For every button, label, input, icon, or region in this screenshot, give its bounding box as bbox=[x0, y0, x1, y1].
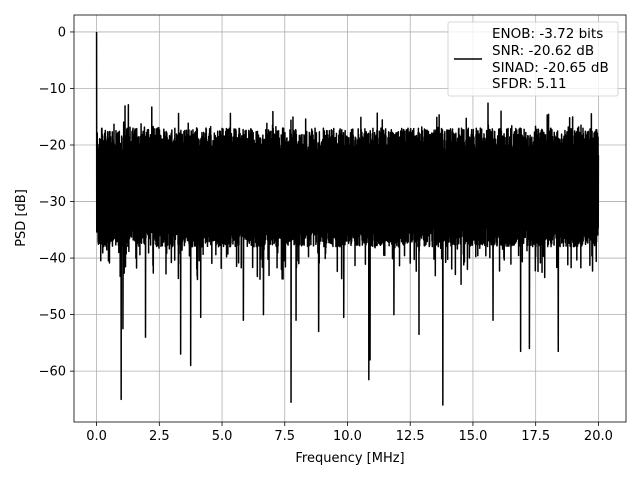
x-tick-label: 17.5 bbox=[521, 429, 550, 444]
y-tick-label: −60 bbox=[39, 365, 66, 380]
legend-box bbox=[447, 21, 619, 97]
y-tick-label: −10 bbox=[39, 82, 66, 97]
legend-sfdr: SFDR: 5.11 bbox=[492, 76, 567, 92]
y-tick-label: −20 bbox=[39, 139, 66, 154]
y-tick-label: 0 bbox=[58, 25, 66, 40]
psd-series-line bbox=[95, 31, 600, 406]
y-tick-label: −30 bbox=[39, 195, 66, 210]
x-tick-label: 10.0 bbox=[333, 429, 362, 444]
y-axis-ticks: 0 −10 −20 −30 −40 −50 −60 bbox=[39, 25, 74, 380]
legend-snr: SNR: -20.62 dB bbox=[492, 43, 594, 59]
x-tick-label: 15.0 bbox=[458, 429, 487, 444]
x-tick-label: 2.5 bbox=[149, 429, 170, 444]
y-tick-label: −40 bbox=[39, 252, 66, 267]
y-tick-label: −50 bbox=[39, 308, 66, 323]
x-tick-label: 12.5 bbox=[396, 429, 425, 444]
legend-enob: ENOB: -3.72 bits bbox=[492, 26, 603, 42]
x-axis-ticks: 0.0 2.5 5.0 7.5 10.0 12.5 15.0 17.5 20.0 bbox=[86, 422, 613, 444]
y-axis-label: PSD [dB] bbox=[14, 189, 29, 247]
plot-area-frame bbox=[73, 14, 627, 423]
x-tick-label: 20.0 bbox=[584, 429, 613, 444]
x-tick-label: 7.5 bbox=[274, 429, 295, 444]
x-tick-label: 0.0 bbox=[86, 429, 107, 444]
legend: ENOB: -3.72 bits SNR: -20.62 dB SINAD: -… bbox=[447, 21, 619, 97]
x-tick-label: 5.0 bbox=[212, 429, 233, 444]
x-axis-label: Frequency [MHz] bbox=[295, 451, 404, 466]
legend-sinad: SINAD: -20.65 dB bbox=[492, 60, 609, 76]
